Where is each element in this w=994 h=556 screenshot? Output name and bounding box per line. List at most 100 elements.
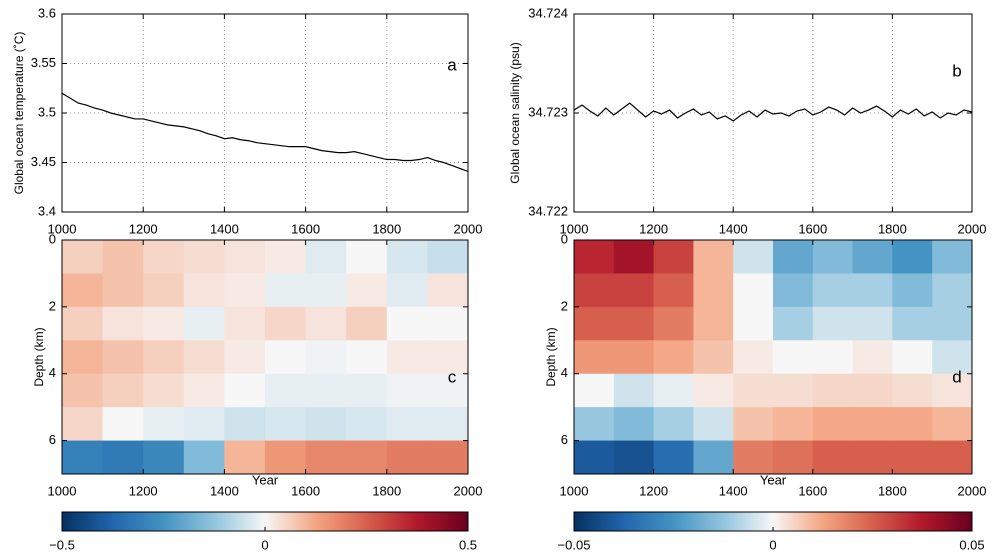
heatmap-cell	[265, 240, 307, 274]
heatmap-cell	[102, 440, 144, 474]
heatmap-cell	[613, 373, 655, 408]
heatmap-cell	[265, 306, 307, 341]
data-line	[61, 92, 469, 172]
heatmap-cell	[653, 373, 694, 408]
heatmap-cell	[386, 440, 428, 474]
panel-annotation: b	[952, 61, 961, 80]
y-tick-label: 3.6	[38, 5, 56, 20]
y-tick-label: 6	[49, 432, 56, 447]
heatmap-cell	[852, 407, 893, 442]
heatmap-cell	[265, 440, 307, 474]
heatmap-cell	[773, 306, 814, 341]
heatmap-cell	[932, 340, 972, 375]
heatmap-cell	[733, 306, 774, 341]
heatmap-cell	[386, 340, 428, 375]
heatmap-cell	[653, 240, 694, 274]
heatmap-cell	[773, 273, 814, 308]
heatmap-cells	[574, 240, 972, 474]
heatmap-cell	[613, 407, 655, 442]
heatmap-cell	[773, 407, 814, 442]
heatmap-cell	[427, 440, 468, 474]
plot-frame	[61, 239, 469, 475]
heatmap-cell	[574, 306, 615, 341]
heatmap-cell	[183, 407, 225, 442]
x-tick-label: 1400	[719, 483, 748, 498]
heatmap-cell	[386, 373, 428, 408]
y-tick-label: 34.724	[528, 5, 568, 20]
heatmap-cell	[852, 240, 893, 274]
colorbar-tick-label: 0.05	[959, 537, 984, 552]
x-tick-label: 1000	[48, 483, 77, 498]
heatmap-cell	[183, 440, 225, 474]
heatmap-cell	[733, 407, 774, 442]
heatmap-cell	[143, 407, 185, 442]
heatmap-cell	[693, 407, 734, 442]
x-tick-label: 1000	[48, 221, 77, 236]
heatmap-cell	[613, 240, 655, 274]
panel: −0.5 0 0.5 Year 1000 1200 1400 1600 1800 2000 0 2 4 6…	[32, 231, 482, 552]
heatmap-cell	[62, 373, 104, 408]
heatmap-cell	[102, 340, 144, 375]
heatmap-cell	[102, 273, 144, 308]
heatmap-cell	[224, 373, 266, 408]
heatmap-cell	[852, 440, 893, 474]
x-axis-label: Year	[760, 472, 787, 487]
heatmap-cell	[386, 407, 428, 442]
x-tick-label: 2000	[958, 221, 987, 236]
heatmap-cell	[852, 373, 893, 408]
heatmap-cell	[143, 440, 185, 474]
heatmap-cell	[812, 240, 854, 274]
heatmap-cell	[143, 373, 185, 408]
heatmap-cell	[346, 273, 388, 308]
heatmap-cell	[892, 273, 933, 308]
y-axis-label: Global ocean temperature (˚C)	[12, 32, 26, 195]
heatmap-cell	[653, 440, 694, 474]
y-tick-label: 34.722	[528, 203, 568, 218]
heatmap-cell	[812, 440, 854, 474]
heatmap-cell	[346, 373, 388, 408]
heatmap-cell	[265, 373, 307, 408]
heatmap-cell	[143, 273, 185, 308]
heatmap-cell	[812, 373, 854, 408]
heatmap-cell	[812, 407, 854, 442]
heatmap-cell	[224, 240, 266, 274]
heatmap-cell	[224, 340, 266, 375]
x-tick-label: 1200	[129, 483, 158, 498]
heatmap-cell	[305, 273, 347, 308]
heatmap-cell	[224, 306, 266, 341]
heatmap-cell	[852, 340, 893, 375]
heatmap-cell	[932, 306, 972, 341]
plot-frame	[61, 13, 469, 213]
heatmap-cell	[574, 240, 615, 274]
x-tick-label: 2000	[454, 221, 483, 236]
heatmap-cell	[62, 407, 104, 442]
heatmap-cell	[183, 340, 225, 375]
x-tick-label: 2000	[958, 483, 987, 498]
heatmap-cell	[733, 373, 774, 408]
colorbar-tick-label: −0.5	[49, 537, 75, 552]
y-axis-label: Depth (km)	[32, 327, 46, 386]
y-tick-label: 3.4	[38, 203, 56, 218]
heatmap-cell	[62, 340, 104, 375]
x-tick-label: 1000	[560, 221, 589, 236]
heatmap-cell	[346, 340, 388, 375]
heatmap-cell	[932, 407, 972, 442]
x-tick-label: 1200	[129, 221, 158, 236]
heatmap-cell	[693, 340, 734, 375]
x-tick-label: 1400	[210, 221, 239, 236]
plot-frame	[573, 13, 973, 213]
heatmap-cell	[892, 373, 933, 408]
heatmap-cell	[574, 273, 615, 308]
heatmap-cell	[305, 340, 347, 375]
heatmap-cell	[265, 407, 307, 442]
heatmap-cell	[346, 407, 388, 442]
heatmap-cell	[773, 240, 814, 274]
heatmap-cell	[574, 407, 615, 442]
x-tick-label: 1600	[291, 483, 320, 498]
heatmap-cell	[62, 306, 104, 341]
heatmap-cell	[102, 373, 144, 408]
x-tick-label: 1600	[291, 221, 320, 236]
heatmap-cell	[224, 273, 266, 308]
heatmap-cell	[653, 273, 694, 308]
y-tick-label: 3.55	[31, 55, 56, 70]
